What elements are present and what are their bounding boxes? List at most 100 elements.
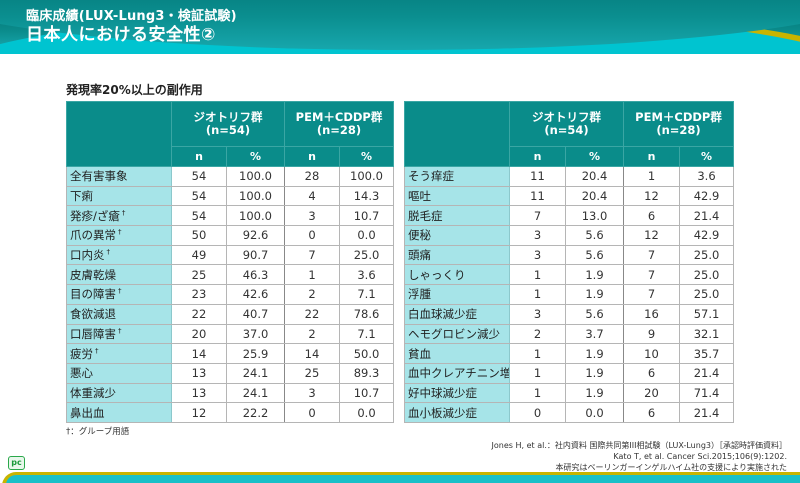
cell-pem-cddp-n: 12: [623, 225, 680, 246]
row-label-text: 悪心: [70, 366, 93, 381]
cell-pem-cddp-pct: 21.4: [678, 362, 735, 384]
page-subtitle: 臨床成績(LUX-Lung3・検証試験): [26, 9, 237, 24]
row-label: 体重減少: [66, 382, 172, 404]
cell-pem-cddp-pct: 57.1: [678, 303, 735, 325]
cell-pem-cddp-n: 16: [623, 303, 680, 325]
col-n: n: [509, 146, 566, 167]
cell-giotrif-pct: 5.6: [565, 303, 624, 325]
row-label: 目の障害 †: [66, 284, 172, 305]
cell-giotrif-pct: 100.0: [226, 205, 285, 227]
header-group-giotrif: ジオトリフ群 (n=54): [171, 101, 285, 147]
cell-giotrif-pct: 1.9: [565, 382, 624, 404]
page-title: 日本人における安全性②: [26, 25, 216, 45]
cell-giotrif-pct: 37.0: [226, 323, 285, 345]
cell-pem-cddp-pct: 71.4: [678, 382, 735, 404]
cell-pem-cddp-n: 14: [284, 343, 340, 364]
cell-giotrif-n: 2: [509, 323, 566, 345]
group-name: ジオトリフ群: [532, 110, 601, 124]
row-label-text: 頭痛: [408, 248, 431, 263]
cell-pem-cddp-n: 9: [623, 323, 680, 345]
cell-giotrif-n: 11: [509, 166, 566, 187]
cell-pem-cddp-n: 2: [284, 284, 340, 305]
cell-giotrif-n: 1: [509, 264, 566, 286]
cell-pem-cddp-pct: 7.1: [338, 323, 395, 345]
cell-pem-cddp-n: 25: [284, 362, 340, 384]
cell-pem-cddp-pct: 25.0: [678, 264, 735, 286]
row-label: 脱毛症: [404, 205, 510, 227]
cell-giotrif-pct: 24.1: [226, 382, 285, 404]
cell-giotrif-n: 14: [171, 343, 227, 364]
cell-pem-cddp-n: 7: [284, 244, 340, 266]
cell-pem-cddp-pct: 25.0: [338, 244, 395, 266]
cell-giotrif-n: 25: [171, 264, 227, 286]
table-row: 皮膚乾燥 25 46.3 1 3.6: [66, 264, 395, 286]
row-label: 皮膚乾燥: [66, 264, 172, 286]
cell-pem-cddp-n: 3: [284, 382, 340, 404]
row-label-text: 口内炎: [70, 248, 105, 263]
col-pct: %: [338, 146, 395, 167]
cell-giotrif-pct: 5.6: [565, 225, 624, 246]
cell-pem-cddp-n: 7: [623, 264, 680, 286]
cell-giotrif-n: 1: [509, 343, 566, 364]
cell-giotrif-n: 54: [171, 185, 227, 207]
dagger-mark: †: [95, 346, 99, 355]
cell-pem-cddp-pct: 35.7: [678, 343, 735, 364]
cell-giotrif-pct: 25.9: [226, 343, 285, 364]
row-label-text: 疲労: [70, 346, 93, 361]
cell-giotrif-pct: 46.3: [226, 264, 285, 286]
header-group-pem-cddp: PEM＋CDDP群 (n=28): [283, 101, 395, 147]
table-row: 浮腫 1 1.9 7 25.0: [404, 284, 735, 305]
pc-logo-icon: pc: [8, 456, 25, 470]
cell-giotrif-pct: 13.0: [565, 205, 624, 227]
table-row: 貧血 1 1.9 10 35.7: [404, 343, 735, 364]
dagger-mark: †: [106, 248, 111, 257]
row-label: 白血球減少症: [404, 303, 510, 325]
footnote: †：グループ用語: [66, 427, 130, 437]
cell-giotrif-pct: 1.9: [565, 343, 624, 364]
header-corner: [404, 101, 510, 167]
row-label: 疲労 †: [66, 343, 172, 364]
cell-giotrif-pct: 3.7: [565, 323, 624, 345]
row-label: 悪心: [66, 362, 172, 384]
row-label: 食欲減退: [66, 303, 172, 325]
row-label: 全有害事象: [66, 166, 172, 187]
cell-pem-cddp-pct: 21.4: [678, 205, 735, 227]
adverse-events-table-left: ジオトリフ群 (n=54) PEM＋CDDP群 (n=28) n % n % 全…: [66, 101, 395, 423]
cell-pem-cddp-pct: 78.6: [338, 303, 395, 325]
section-label: 発現率20%以上の副作用: [66, 83, 203, 97]
row-label-text: そう痒症: [408, 169, 454, 184]
table-row: 全有害事象 54 100.0 28 100.0: [66, 166, 395, 187]
footer-swoosh-cyan: [6, 475, 800, 483]
cell-pem-cddp-pct: 0.0: [338, 402, 395, 423]
col-pct: %: [226, 146, 285, 167]
cell-giotrif-n: 12: [171, 402, 227, 423]
reference-line: Jones H, et al.：社内資料 国際共同第III相試験（LUX-Lun…: [491, 441, 787, 450]
row-label: 浮腫: [404, 284, 510, 305]
cell-pem-cddp-n: 22: [284, 303, 340, 325]
table-row: しゃっくり 1 1.9 7 25.0: [404, 264, 735, 286]
cell-giotrif-n: 3: [509, 225, 566, 246]
cell-pem-cddp-n: 0: [284, 225, 340, 246]
table-row: 口内炎 † 49 90.7 7 25.0: [66, 244, 395, 266]
cell-giotrif-n: 3: [509, 303, 566, 325]
group-n: (n=28): [316, 123, 362, 137]
page-header: 臨床成績(LUX-Lung3・検証試験) 日本人における安全性②: [0, 0, 800, 54]
dagger-mark: †: [118, 287, 122, 296]
cell-giotrif-pct: 5.6: [565, 244, 624, 266]
row-label: 鼻出血: [66, 402, 172, 423]
cell-pem-cddp-pct: 42.9: [678, 185, 735, 207]
cell-pem-cddp-n: 1: [623, 166, 680, 187]
row-label-text: 脱毛症: [408, 208, 443, 223]
row-label: 爪の異常 †: [66, 225, 172, 246]
cell-giotrif-n: 13: [171, 382, 227, 404]
cell-pem-cddp-pct: 21.4: [678, 402, 735, 423]
cell-pem-cddp-n: 28: [284, 166, 340, 187]
cell-giotrif-pct: 42.6: [226, 284, 285, 305]
cell-pem-cddp-pct: 10.7: [338, 382, 395, 404]
cell-pem-cddp-pct: 14.3: [338, 185, 395, 207]
col-n: n: [284, 146, 340, 167]
table-row: 白血球減少症 3 5.6 16 57.1: [404, 303, 735, 325]
group-n: (n=54): [544, 123, 589, 137]
references: Jones H, et al.：社内資料 国際共同第III相試験（LUX-Lun…: [492, 440, 787, 473]
